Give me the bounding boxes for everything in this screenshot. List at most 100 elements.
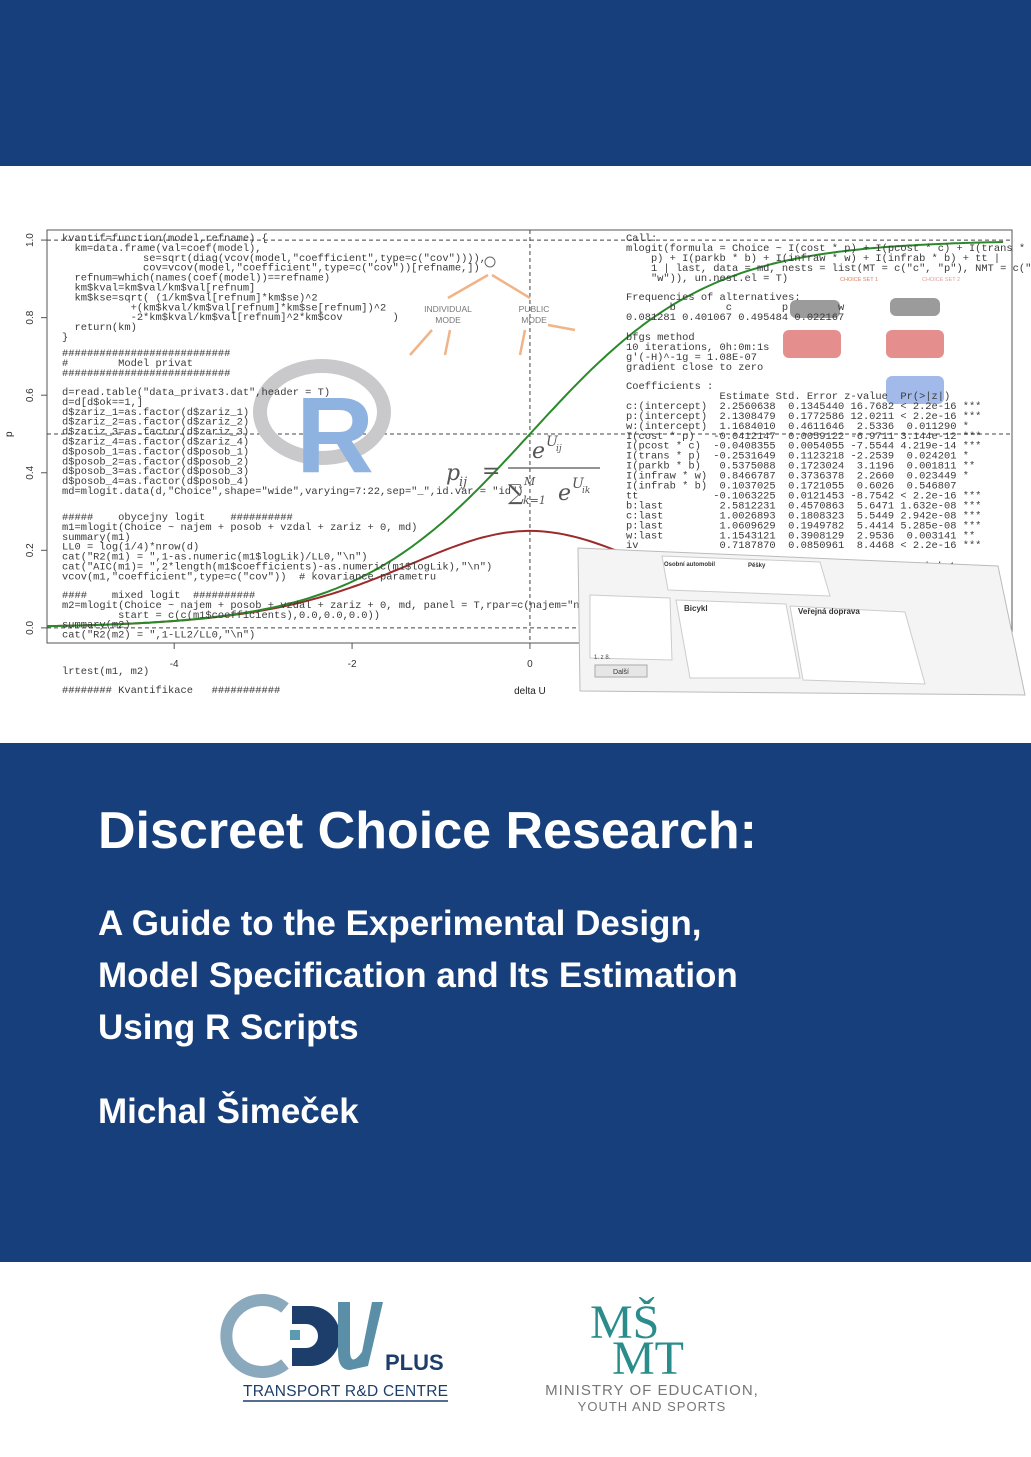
- code-line: cov=vcov(model,"coefficient",type=c("cov…: [62, 263, 480, 275]
- code-line: refnum=which(names(coef(model))==refname…: [62, 273, 330, 285]
- formula-part: ik: [582, 486, 590, 496]
- code-line: }: [62, 332, 68, 344]
- code-line: md=mlogit.data(d,"Choice",shape="wide",v…: [62, 486, 523, 498]
- top-band: [0, 0, 1031, 166]
- y-tick-label: 0.8: [25, 310, 36, 324]
- y-tick-label: 0.0: [25, 620, 36, 634]
- diagram-edge: [447, 273, 489, 300]
- output-line: mlogit(formula = Choice ~ I(cost * p) + …: [626, 243, 1025, 255]
- code-line: ###########################: [62, 348, 230, 360]
- vehicle-icon: [790, 300, 840, 318]
- code-line: cat("R2(m2) = ",1-LL2/LL0,"\n"): [62, 630, 255, 642]
- formula-part: e: [558, 481, 571, 506]
- survey-tab: Pěšky: [748, 563, 766, 569]
- code-line: ######## Kvantifikace ###########: [62, 685, 280, 697]
- logo-shape: [338, 1302, 383, 1370]
- subtitle-line: A Guide to the Experimental Design,: [98, 904, 702, 943]
- output-line: 1 | last, data = md, nests = list(MT = c…: [626, 263, 1031, 275]
- formula-part: k=1: [523, 494, 546, 507]
- vehicle-icon: [783, 330, 841, 358]
- choice-set-label: CHOICE SET 2: [922, 277, 960, 283]
- logo-caption: YOUTH AND SPORTS: [578, 1399, 727, 1414]
- code-line: se=sqrt(diag(vcov(model,"coefficient",ty…: [62, 253, 486, 265]
- y-tick-label: 0.6: [25, 388, 36, 402]
- diagram-edge: [409, 329, 433, 356]
- code-line: summary(m1): [62, 532, 131, 544]
- x-tick-label: 0: [527, 659, 533, 670]
- output-line: g'(-H)^-1g = 1.08E-07: [626, 352, 757, 364]
- cover-image: 0.0 0.2 0.4 0.6 0.8 1.0 -4 -2 0 delta U p R INDIVIDU…: [4, 229, 1031, 697]
- survey-panel: [675, 599, 801, 679]
- r-logo-ring: [253, 359, 391, 465]
- survey-option: Bicykl: [684, 604, 708, 613]
- subtitle-line: Using R Scripts: [98, 1008, 359, 1047]
- output-line: I(trans * p) -0.2531649 0.1123218 -2.253…: [626, 451, 969, 463]
- logo-caption: TRANSPORT R&D CENTRE: [243, 1383, 448, 1400]
- code-line: #### mixed logit ##########: [62, 590, 255, 602]
- y-tick-label: 0.4: [25, 465, 36, 479]
- formula-part: =: [482, 459, 500, 484]
- code-line: cat("AIC(m1)= ",2*length(m1$coefficients…: [62, 562, 492, 574]
- output-line: b:last 2.5812231 0.4570863 5.6471 1.632e…: [626, 500, 981, 512]
- y-tick-label: 1.0: [25, 233, 36, 247]
- code-line: kvantif=function(model,refname) {: [62, 233, 268, 245]
- formula-part: M: [523, 475, 536, 488]
- output-line: I(infrab * b) 0.1037025 0.1721055 0.6026…: [626, 481, 956, 493]
- formula-part: ij: [459, 475, 467, 490]
- code-line: m1=mlogit(Choice ~ najem + posob + vzdal…: [62, 522, 417, 534]
- output-line: b c p w: [626, 302, 845, 314]
- output-line: I(infraw * w) 0.8466787 0.3736378 2.2660…: [626, 471, 969, 483]
- formula-part: e: [532, 439, 545, 464]
- code-line: d$posob_4=as.factor(d$posob_4): [62, 476, 249, 488]
- output-line: Coefficients :: [626, 381, 713, 393]
- x-axis-label: delta U: [514, 686, 546, 697]
- output-line: p) + I(parkb * b) + I(infraw * w) + I(in…: [626, 253, 1000, 265]
- code-line: m2=mlogit(Choice ~ najem + posob + vzdal…: [62, 600, 648, 612]
- output-line: Estimate Std. Error z-value Pr(>|z|): [626, 391, 950, 403]
- code-line: km$kval=km$val/km$val[refnum]: [62, 283, 255, 295]
- survey-button-label: Další: [613, 669, 629, 676]
- logo-text: PLUS: [385, 1350, 444, 1375]
- logo-caption: MINISTRY OF EDUCATION,: [545, 1382, 759, 1399]
- logo-text: MŠ: [590, 1295, 659, 1349]
- output-line: Call:: [626, 233, 657, 245]
- output-line: c:(intercept) 2.2560638 0.1345440 16.768…: [626, 401, 981, 413]
- diagram-edge: [491, 273, 531, 300]
- diagram-label: INDIVIDUAL: [424, 304, 472, 314]
- output-line: Frequencies of alternatives:: [626, 292, 801, 304]
- survey-panel: [661, 555, 831, 597]
- diagram-edge: [547, 323, 576, 332]
- output-line: gradient close to zero: [626, 362, 763, 374]
- code-line: d$zariz_4=as.factor(d$zariz_4): [62, 437, 249, 449]
- code-line: d=read.table("data_privat3.dat",header =…: [62, 387, 330, 399]
- diagram-icon: [484, 256, 496, 268]
- formula-part: U: [546, 434, 559, 450]
- title: Discreet Choice Research:: [98, 802, 757, 860]
- formula-part: ∑: [508, 481, 524, 506]
- code-line: d$zariz_3=as.factor(d$zariz_3): [62, 427, 249, 439]
- code-line: -2*km$kval/km$val[refnum]^2*km$cov ): [62, 312, 399, 324]
- output-line: p:last 1.0609629 0.1949782 5.4414 5.285e…: [626, 520, 981, 532]
- subtitle-line: Model Specification and Its Estimation: [98, 956, 738, 995]
- x-tick-label: -2: [348, 659, 357, 670]
- formula-part: ij: [556, 444, 562, 454]
- diagram-edge: [443, 329, 452, 356]
- author: Michal Šimeček: [98, 1091, 359, 1131]
- output-line: iv 0.7187870 0.0850961 8.4468 < 2.2e-16 …: [626, 540, 981, 552]
- output-line: p:(intercept) 2.1308479 0.1772586 12.021…: [626, 411, 981, 423]
- code-line: d$posob_3=as.factor(d$posob_3): [62, 466, 249, 478]
- output-line: I(pcost * c) -0.0408355 0.0054055 -7.554…: [626, 441, 981, 453]
- msmt-logo: MŠ MT MINISTRY OF EDUCATION, YOUTH AND S…: [545, 1295, 759, 1414]
- y-axis-label: p: [4, 431, 15, 437]
- code-line: km$kse=sqrt( (1/km$val[refnum]*km$se)^2: [62, 292, 318, 304]
- survey-option: Veřejná doprava: [798, 607, 860, 616]
- diagram-edge: [518, 329, 527, 356]
- code-line: d=d[d$ok==1,]: [62, 397, 143, 409]
- cdv-logo: PLUS TRANSPORT R&D CENTRE: [220, 1294, 448, 1402]
- logo-shape: [292, 1306, 340, 1366]
- code-line: summary(m2): [62, 620, 131, 632]
- vehicle-icon: [890, 298, 940, 316]
- logo-shape: [290, 1330, 300, 1340]
- output-line: bfgs method: [626, 332, 695, 344]
